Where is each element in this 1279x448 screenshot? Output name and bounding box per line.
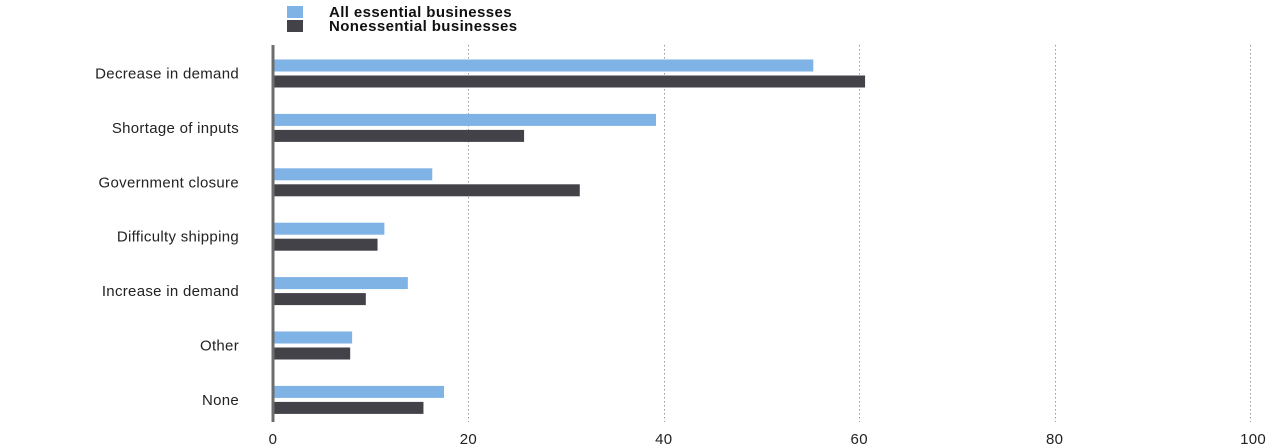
bar-difficulty-shipping-all-essential-businesses xyxy=(273,222,385,235)
category-label-shortage-of-inputs: Shortage of inputs xyxy=(112,120,239,137)
bar-other-all-essential-businesses xyxy=(273,331,353,344)
bar-decrease-in-demand-all-essential-businesses xyxy=(273,59,814,72)
x-tick-label-80: 80 xyxy=(1046,431,1063,448)
bar-difficulty-shipping-nonessential-businesses xyxy=(273,238,378,251)
bar-shortage-of-inputs-all-essential-businesses xyxy=(273,113,656,126)
bar-none-nonessential-businesses xyxy=(273,401,424,414)
gridlines xyxy=(468,45,1251,422)
legend-swatch-all-essential-businesses xyxy=(287,6,303,18)
bar-none-all-essential-businesses xyxy=(273,385,444,398)
category-label-increase-in-demand: Increase in demand xyxy=(102,283,239,300)
category-label-difficulty-shipping: Difficulty shipping xyxy=(117,229,239,246)
x-tick-label-20: 20 xyxy=(460,431,477,448)
x-tick-labels: 0 20 40 60 80 100 xyxy=(269,431,1266,448)
bar-other-nonessential-businesses xyxy=(273,347,351,360)
bars xyxy=(273,59,866,414)
bar-government-closure-nonessential-businesses xyxy=(273,184,580,197)
legend-label-all-essential-businesses: All essential businesses xyxy=(329,4,512,21)
bar-shortage-of-inputs-nonessential-businesses xyxy=(273,129,525,142)
category-label-none: None xyxy=(202,392,239,409)
category-label-government-closure: Government closure xyxy=(99,174,239,191)
legend-swatch-nonessential-businesses xyxy=(287,20,303,32)
category-label-other: Other xyxy=(200,338,239,355)
bar-decrease-in-demand-nonessential-businesses xyxy=(273,75,866,88)
bar-increase-in-demand-nonessential-businesses xyxy=(273,293,366,306)
x-tick-label-40: 40 xyxy=(655,431,672,448)
x-tick-label-100: 100 xyxy=(1240,431,1266,448)
category-label-decrease-in-demand: Decrease in demand xyxy=(95,66,239,83)
bar-government-closure-all-essential-businesses xyxy=(273,168,433,181)
x-tick-label-60: 60 xyxy=(851,431,868,448)
legend-label-nonessential-businesses: Nonessential businesses xyxy=(329,18,517,35)
x-tick-label-0: 0 xyxy=(269,431,278,448)
category-labels: Decrease in demand Shortage of inputs Gove… xyxy=(95,66,239,409)
bar-increase-in-demand-all-essential-businesses xyxy=(273,277,408,290)
